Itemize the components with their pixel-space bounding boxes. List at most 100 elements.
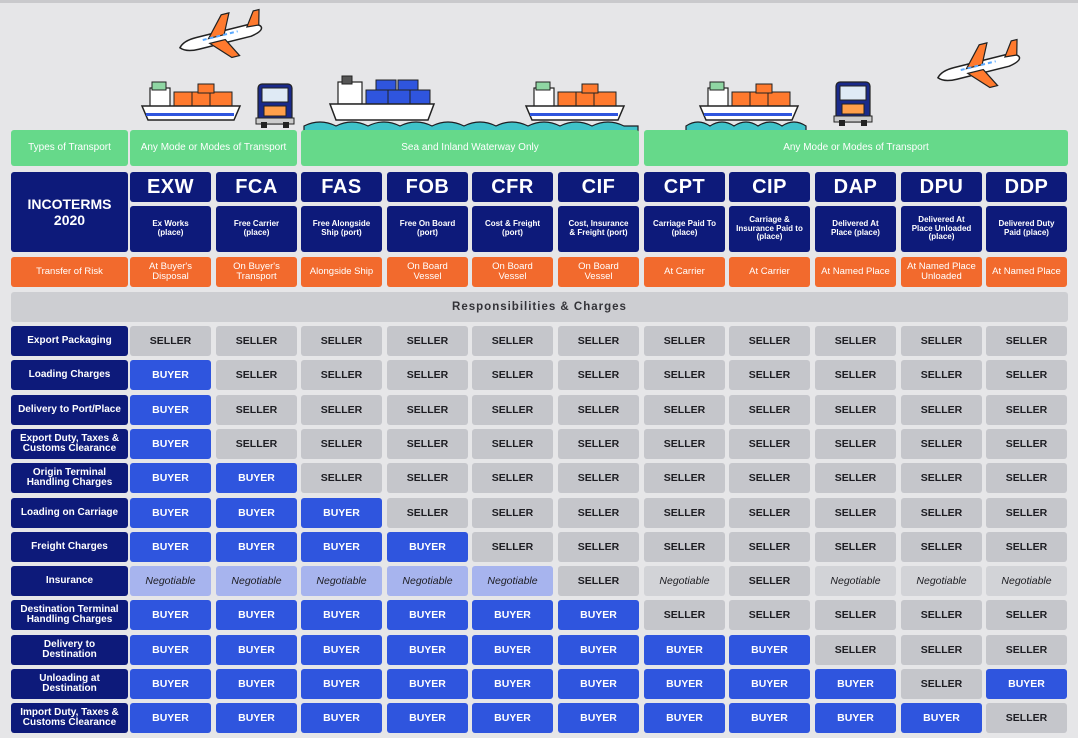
term-code-cif-text: CIF	[581, 175, 616, 198]
cell-origin-terminal-handling-charges-dap: SELLER	[815, 463, 896, 493]
cell-freight-charges-fas: BUYER	[301, 532, 382, 562]
cell-unloading-at-destination-fob-text: BUYER	[409, 678, 446, 690]
cell-import-duty-taxes-customs-clearance-cpt: BUYER	[644, 703, 725, 733]
cell-import-duty-taxes-customs-clearance-dpu: BUYER	[901, 703, 982, 733]
cell-export-packaging-fas-text: SELLER	[320, 335, 363, 347]
cell-origin-terminal-handling-charges-fas-text: SELLER	[320, 472, 363, 484]
row-label-export-packaging: Export Packaging	[11, 326, 128, 356]
cell-destination-terminal-handling-charges-fob: BUYER	[387, 600, 468, 630]
cell-insurance-cif: SELLER	[558, 566, 639, 596]
risk-cip-text: At Carrier	[749, 266, 790, 278]
cell-insurance-cfr: Negotiable	[472, 566, 553, 596]
cell-export-duty-taxes-customs-clearance-fob: SELLER	[387, 429, 468, 459]
cargo-ship-icon	[524, 81, 626, 121]
term-desc-dap-text: Delivered At Place (place)	[831, 219, 880, 237]
cell-freight-charges-fob-text: BUYER	[409, 541, 446, 553]
cell-insurance-fca: Negotiable	[216, 566, 297, 596]
cell-freight-charges-fca: BUYER	[216, 532, 297, 562]
cell-import-duty-taxes-customs-clearance-exw: BUYER	[130, 703, 211, 733]
cell-destination-terminal-handling-charges-cpt-text: SELLER	[663, 609, 706, 621]
cell-export-packaging-fob-text: SELLER	[406, 335, 449, 347]
cell-insurance-dpu-text: Negotiable	[916, 575, 967, 587]
cell-delivery-to-destination-dap: SELLER	[815, 635, 896, 665]
cell-export-duty-taxes-customs-clearance-fob-text: SELLER	[406, 438, 449, 450]
cell-export-duty-taxes-customs-clearance-exw: BUYER	[130, 429, 211, 459]
cell-delivery-to-port-place-cfr: SELLER	[472, 395, 553, 425]
row-label-delivery-to-destination: Delivery to Destination	[11, 635, 128, 665]
cell-origin-terminal-handling-charges-fas: SELLER	[301, 463, 382, 493]
risk-fca: On Buyer's Transport	[216, 257, 297, 287]
cell-unloading-at-destination-cfr: BUYER	[472, 669, 553, 699]
cell-delivery-to-destination-fca: BUYER	[216, 635, 297, 665]
cell-export-packaging-cif: SELLER	[558, 326, 639, 356]
cell-destination-terminal-handling-charges-dpu: SELLER	[901, 600, 982, 630]
cell-delivery-to-port-place-exw: BUYER	[130, 395, 211, 425]
cell-origin-terminal-handling-charges-cip: SELLER	[729, 463, 810, 493]
cell-export-packaging-cfr: SELLER	[472, 326, 553, 356]
cell-loading-on-carriage-fas: BUYER	[301, 498, 382, 528]
row-label-insurance: Insurance	[11, 566, 128, 596]
cell-insurance-exw: Negotiable	[130, 566, 211, 596]
cell-delivery-to-port-place-fob: SELLER	[387, 395, 468, 425]
cell-export-duty-taxes-customs-clearance-dpu-text: SELLER	[920, 438, 963, 450]
cell-import-duty-taxes-customs-clearance-cfr-text: BUYER	[494, 712, 531, 724]
cell-delivery-to-destination-cfr: BUYER	[472, 635, 553, 665]
cell-export-packaging-fob: SELLER	[387, 326, 468, 356]
cell-origin-terminal-handling-charges-exw-text: BUYER	[152, 472, 189, 484]
row-label-import-duty-taxes-customs-clearance: Import Duty, Taxes & Customs Clearance	[11, 703, 128, 733]
cell-delivery-to-port-place-dpu-text: SELLER	[920, 404, 963, 416]
cell-loading-charges-exw: BUYER	[130, 360, 211, 390]
risk-dap: At Named Place	[815, 257, 896, 287]
cell-loading-charges-fas-text: SELLER	[320, 369, 363, 381]
cell-delivery-to-destination-cip-text: BUYER	[751, 644, 788, 656]
cell-freight-charges-cfr-text: SELLER	[491, 541, 534, 553]
term-desc-fas: Free Alongside Ship (port)	[301, 206, 382, 252]
cell-insurance-fas: Negotiable	[301, 566, 382, 596]
cell-export-duty-taxes-customs-clearance-fca: SELLER	[216, 429, 297, 459]
row-label-loading-charges: Loading Charges	[11, 360, 128, 390]
cell-destination-terminal-handling-charges-fca: BUYER	[216, 600, 297, 630]
cell-loading-on-carriage-cfr-text: SELLER	[491, 507, 534, 519]
cell-export-duty-taxes-customs-clearance-cpt: SELLER	[644, 429, 725, 459]
cell-import-duty-taxes-customs-clearance-fob: BUYER	[387, 703, 468, 733]
cell-origin-terminal-handling-charges-ddp-text: SELLER	[1005, 472, 1048, 484]
cell-unloading-at-destination-dap-text: BUYER	[837, 678, 874, 690]
cell-destination-terminal-handling-charges-dap-text: SELLER	[834, 609, 877, 621]
cell-import-duty-taxes-customs-clearance-fca-text: BUYER	[238, 712, 275, 724]
cell-unloading-at-destination-cpt: BUYER	[644, 669, 725, 699]
cell-origin-terminal-handling-charges-cip-text: SELLER	[748, 472, 791, 484]
risk-ddp: At Named Place	[986, 257, 1067, 287]
cell-export-packaging-dap-text: SELLER	[834, 335, 877, 347]
waves-icon	[303, 121, 639, 132]
term-code-dap: DAP	[815, 172, 896, 202]
transport-group-any-mode-2-text: Any Mode or Modes of Transport	[783, 141, 929, 153]
cell-delivery-to-destination-cpt: BUYER	[644, 635, 725, 665]
row-label-destination-terminal-handling-charges-text: Destination Terminal Handling Charges	[20, 603, 119, 625]
cell-insurance-fca-text: Negotiable	[231, 575, 282, 587]
cell-freight-charges-fca-text: BUYER	[238, 541, 275, 553]
cell-import-duty-taxes-customs-clearance-cip-text: BUYER	[751, 712, 788, 724]
cell-loading-charges-cfr: SELLER	[472, 360, 553, 390]
cell-delivery-to-destination-exw: BUYER	[130, 635, 211, 665]
cell-freight-charges-cpt: SELLER	[644, 532, 725, 562]
transport-group-sea-text: Sea and Inland Waterway Only	[401, 141, 539, 153]
cell-origin-terminal-handling-charges-cfr-text: SELLER	[491, 472, 534, 484]
cell-loading-charges-ddp-text: SELLER	[1005, 369, 1048, 381]
cell-insurance-fob-text: Negotiable	[402, 575, 453, 587]
cell-export-duty-taxes-customs-clearance-fas-text: SELLER	[320, 438, 363, 450]
cell-import-duty-taxes-customs-clearance-ddp: SELLER	[986, 703, 1067, 733]
cell-freight-charges-ddp-text: SELLER	[1005, 541, 1048, 553]
term-desc-ddp: Delivered Duty Paid (place)	[986, 206, 1067, 252]
cell-insurance-dpu: Negotiable	[901, 566, 982, 596]
cell-destination-terminal-handling-charges-fas: BUYER	[301, 600, 382, 630]
term-code-cip-text: CIP	[752, 175, 787, 198]
row-label-insurance-text: Insurance	[45, 574, 94, 586]
cell-unloading-at-destination-cif-text: BUYER	[580, 678, 617, 690]
cell-loading-on-carriage-cif-text: SELLER	[577, 507, 620, 519]
cell-loading-on-carriage-dpu-text: SELLER	[920, 507, 963, 519]
row-label-loading-on-carriage-text: Loading on Carriage	[20, 506, 119, 518]
cell-destination-terminal-handling-charges-fob-text: BUYER	[409, 609, 446, 621]
cell-insurance-fas-text: Negotiable	[316, 575, 367, 587]
airplane-icon	[936, 38, 1021, 89]
term-desc-exw-text: Ex Works (place)	[152, 219, 189, 237]
